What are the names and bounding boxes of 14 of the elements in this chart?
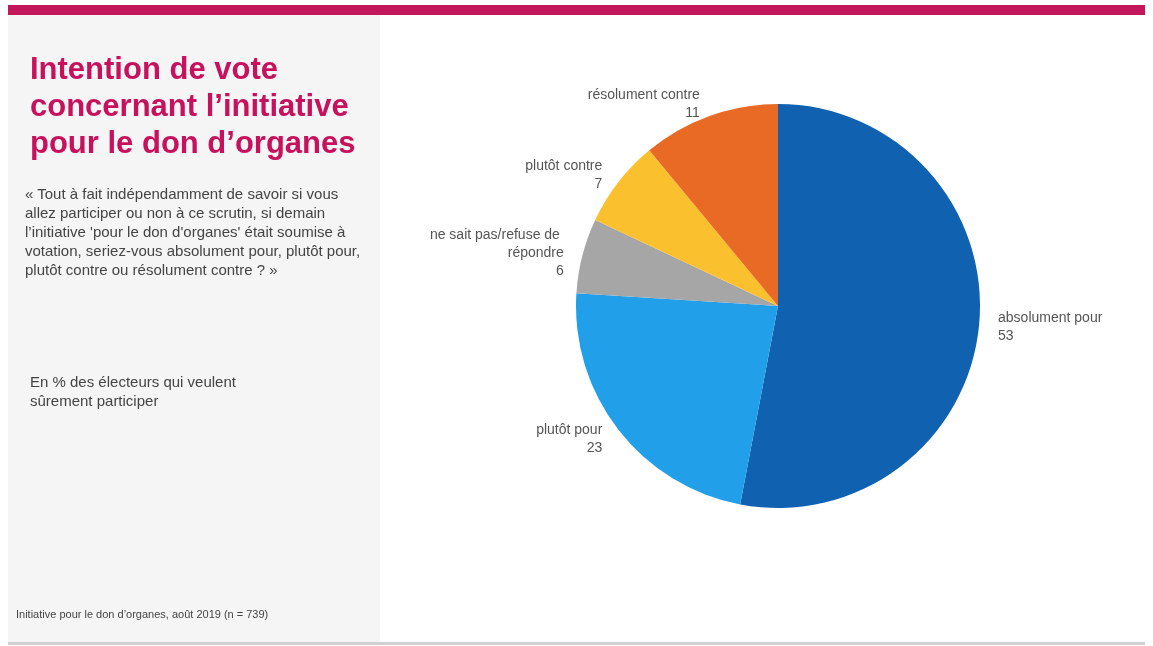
slice-label: résolument contre	[587, 85, 701, 102]
slice-label: absolument pour	[998, 309, 1103, 326]
text: Initiative pour le don d’organes, août 2019 (n = 739)	[16, 608, 269, 620]
data-label: 6	[555, 262, 564, 279]
slice-label: plutôt contre	[525, 156, 603, 173]
slice-label: plutôt pour	[536, 421, 603, 438]
data-label: 11	[685, 103, 701, 120]
data-label: 23	[586, 439, 603, 456]
data-label: 53	[998, 327, 1014, 344]
data-label: 7	[594, 174, 603, 191]
chart-title: Intention de vote concernant l’initiative pour le don d’organes	[30, 50, 357, 161]
slice-label: ne sait pas/refuse de répondre	[429, 226, 564, 261]
text: « Tout à fait indépendamment de savoir si vous allez participer ou non à ce scrutin, si demain l’initiative 'pour le don d'organes' était soumise à votation, seriez-vous absolument pour, plutôt pour, plutôt contre ou résolument contre ? »	[25, 184, 362, 279]
text: En % des électeurs qui veulent sûrement participer	[30, 372, 237, 410]
